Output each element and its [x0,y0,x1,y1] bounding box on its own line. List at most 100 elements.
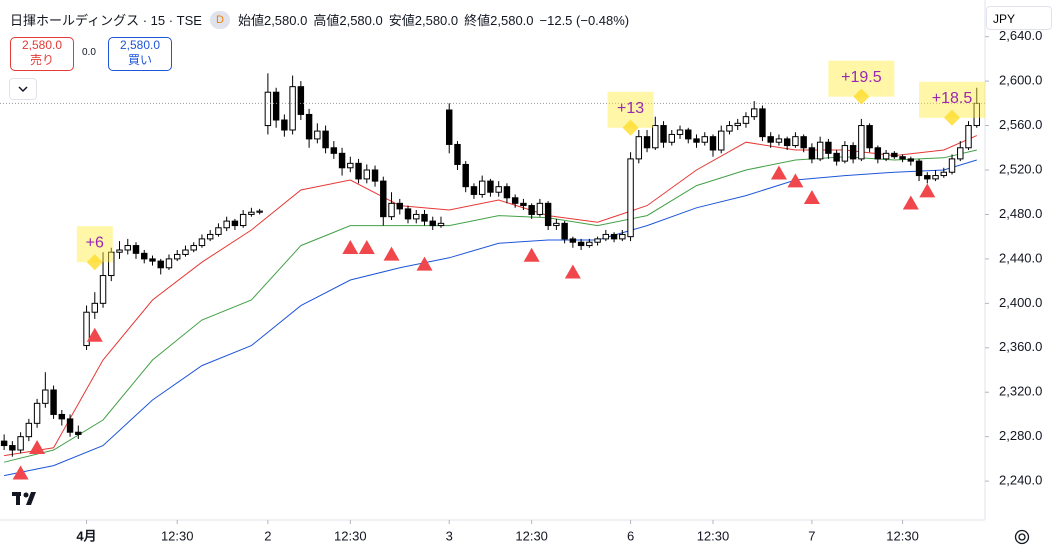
candle-body [915,160,923,177]
candle-body [594,238,601,243]
candle-body [586,241,593,247]
signal-marker [770,165,787,180]
candle-body [42,389,49,404]
candle-body [141,252,148,260]
candle-body [347,162,354,169]
annotation-label: +19.5 [841,69,882,86]
annotation-label: +13 [617,100,644,117]
candle-body [849,145,857,160]
tv-logo [12,492,36,505]
candle-body [891,152,898,158]
candle-body [709,136,717,151]
candle-body [305,113,313,140]
signal-marker [803,190,820,204]
buy-label: 買い [127,53,152,67]
buy-button[interactable]: 2,580.0 買い [108,37,172,71]
chevron [18,86,28,93]
signal-marker [29,440,46,454]
collapse-button[interactable] [9,78,37,100]
candle-body [660,125,667,143]
candle-body [693,138,700,143]
signal-marker [12,465,29,480]
annotation-diamond [86,254,103,271]
header-item: 安値 [388,13,415,28]
candle-body [561,222,568,240]
candle-body [957,147,964,160]
annotation-diamond [853,88,870,105]
candle-body [132,245,140,254]
candle-body [487,180,494,193]
y-tick-label: 2,480.0 [999,206,1042,221]
candle-body [470,186,478,195]
candle-body [33,402,41,424]
sell-button[interactable]: 2,580.0 売り [10,37,74,71]
candle-body [726,125,733,132]
x-tick-label: 3 [446,528,453,543]
currency-selector[interactable]: JPY [986,6,1052,30]
candle-body [767,136,774,143]
annotation-diamond [622,119,639,136]
candle-body [858,125,865,160]
candle-body [66,418,74,433]
candle-body [454,143,461,165]
header-item: 終値 [464,13,491,28]
candle-body [528,205,535,215]
y-tick-label: 2,280.0 [999,428,1042,443]
annotation-diamond [944,109,961,126]
settings-icon[interactable] [1014,529,1030,545]
candle-body [116,249,123,253]
signal-marker [86,327,103,342]
candle-body [182,249,189,255]
candle-body [866,125,873,149]
candle-body [619,233,626,240]
candle-body [99,275,107,304]
header-item: 高値 [313,13,340,28]
candle-body [965,125,972,149]
candle-body [83,311,90,347]
candle-body [701,136,708,143]
x-tick-label: 2 [264,528,271,543]
header-item: −12.5 (−0.48%) [539,13,630,28]
signal-marker [342,240,359,254]
candle-body [907,158,915,162]
candle-body [882,152,890,160]
candle-body [800,136,807,149]
candle-body [924,175,931,180]
moving-average-line [4,159,977,477]
y-tick-label: 2,320.0 [999,384,1042,399]
candle-body [932,175,939,180]
candle-body [50,389,57,415]
candle-body [627,158,634,238]
candle-body [569,238,577,243]
x-tick-label: 6 [627,528,634,543]
candle-body [874,147,882,160]
moving-average-line [3,149,977,463]
candle-body [750,108,758,118]
y-tick-label: 2,520.0 [999,161,1042,176]
candle-body [668,133,675,143]
candle-body [685,129,692,140]
candle-body [940,171,948,177]
candle-body [404,208,412,220]
candle-body [248,211,255,215]
signal-marker [902,195,919,210]
candle-body [388,202,395,218]
candle-body [734,122,741,127]
candle-body [91,302,99,313]
candle-body [718,130,725,151]
sell-price: 2,580.0 [21,38,63,52]
candle-body [0,440,8,447]
candle-body [643,136,651,149]
header-item: 2,580.0 [263,13,308,28]
candle-body [833,152,840,162]
candle-body [58,413,66,420]
candle-body [206,233,214,240]
candle-body [577,241,585,247]
candle-body [124,245,131,251]
candle-body [396,202,403,210]
signal-marker [919,183,936,198]
candle-body [495,186,502,193]
candle-body [446,109,453,145]
candle-body [149,258,156,262]
candle-body [314,130,321,140]
